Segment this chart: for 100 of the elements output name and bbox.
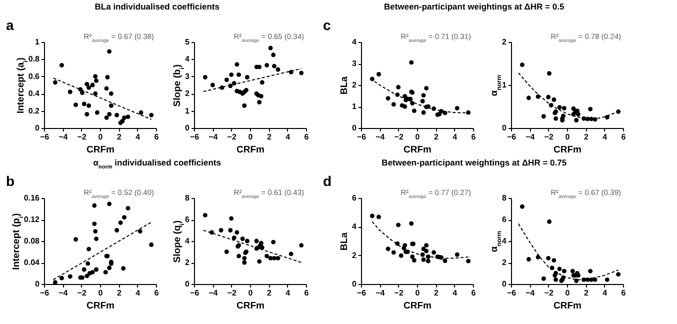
y-tick-label: 1 [352,102,358,111]
x-axis-title: CRFm [404,300,432,312]
x-tick-label: 4 [602,288,608,298]
x-tick-label: 4 [136,288,141,298]
y-tick-label: 0.8 [28,54,40,64]
chart-title: α$_{norm}$ individualised coefficients [93,158,222,170]
y-tick-label: 0.4 [28,89,40,98]
y-tick-label: 4 [352,38,358,46]
x-tick-label: −6 [356,288,367,298]
y-axis-title: BLa [339,76,350,94]
x-tick-label: −6 [190,132,200,142]
y-tick-label: 4 [502,236,508,246]
x-tick-label: 0 [565,132,570,142]
y-tick-label: 6 [502,215,508,224]
y-tick-label: 0.6 [28,72,40,81]
y-tick-label: 8 [502,194,508,202]
y-tick-label: 2 [352,250,358,260]
y-tick-label: 0 [502,280,508,288]
x-tick-label: −4 [58,132,68,142]
x-tick-label: −6 [190,288,200,298]
x-tick-label: −4 [58,288,68,298]
y-tick-label: 0.12 [24,215,40,224]
x-axis-title: CRFm [554,144,582,156]
chart-title: BLa individualised coefficients [94,2,220,12]
x-tick-label: −2 [394,132,404,142]
x-tick-label: −2 [77,288,87,298]
x-tick-label: −4 [376,288,386,298]
y-tick-label: 1 [502,80,508,90]
y-tick-label: 6 [185,215,190,224]
x-axis-title: CRFm [236,144,264,156]
x-axis-title: CRFm [554,300,582,312]
x-tick-label: −4 [208,132,218,142]
y-tick-label: 0 [35,280,40,288]
x-tick-label: 0 [415,288,420,298]
y-tick-label: 2 [185,89,190,98]
x-tick-label: 2 [116,132,122,142]
x-tick-label: −6 [40,288,50,298]
x-axis-title: CRFm [236,300,264,312]
y-tick-label: 0 [185,280,190,288]
x-axis-title: CRFm [404,144,432,156]
x-axis-title: CRFm [86,144,114,156]
y-tick-label: 3 [352,59,358,68]
y-tick-label: 0 [502,124,508,132]
text: d [323,173,332,189]
y-tick-label: 1 [185,106,190,116]
x-tick-label: 6 [621,288,626,298]
x-tick-label: −2 [394,288,404,298]
x-tick-label: 6 [304,288,310,298]
y-tick-label: 2 [185,258,190,267]
x-tick-label: 2 [584,132,589,142]
x-tick-label: 4 [452,288,458,298]
x-tick-label: 4 [286,288,291,298]
y-tick-label: 2 [502,258,508,267]
x-tick-label: −6 [506,288,517,298]
x-tick-label: −4 [208,288,218,298]
text: c [323,17,331,33]
y-tick-label: 2 [352,80,358,90]
x-tick-label: −2 [544,288,554,298]
x-tick-label: −6 [356,132,367,142]
x-tick-label: 0 [248,288,254,298]
y-tick-label: 0.08 [24,236,40,246]
y-tick-label: 3 [185,72,190,81]
x-tick-label: 0 [248,132,254,142]
x-tick-label: 0 [98,132,104,142]
y-tick-label: 8 [185,194,190,202]
x-tick-label: −4 [376,132,386,142]
y-tick-label: 4 [185,54,190,64]
x-tick-label: −6 [40,132,50,142]
x-tick-label: 4 [286,132,291,142]
x-tick-label: 2 [434,132,439,142]
x-tick-label: 2 [266,288,272,298]
x-tick-label: −4 [526,288,536,298]
x-tick-label: −2 [227,132,237,142]
chart-title: Between-participant weightings at ΔHR = 0.75 [382,158,567,168]
x-tick-label: 4 [602,132,608,142]
x-tick-label: 2 [584,288,589,298]
x-tick-label: 6 [304,132,310,142]
y-tick-label: 0 [35,124,40,132]
y-tick-label: 0 [185,124,190,132]
x-tick-label: 6 [471,132,476,142]
x-tick-label: 4 [136,132,141,142]
y-tick-label: 0.2 [28,106,40,116]
chart-title: Between-participant weightings at ΔHR = 0.5 [384,2,564,12]
x-tick-label: 2 [116,288,122,298]
x-tick-label: −6 [506,132,517,142]
y-tick-label: 5 [185,38,190,46]
x-tick-label: 0 [415,132,420,142]
y-tick-label: 0.16 [24,194,40,202]
x-tick-label: −4 [526,132,536,142]
y-axis-title: BLa [339,232,350,250]
text: b [6,173,15,189]
y-tick-label: 6 [352,194,358,202]
y-tick-label: 0.04 [24,258,40,267]
y-tick-label: 0 [352,280,358,288]
y-tick-label: 4 [352,222,358,232]
text: a [6,17,14,33]
x-tick-label: 2 [266,132,272,142]
x-tick-label: 6 [621,132,626,142]
x-tick-label: 4 [452,132,458,142]
x-tick-label: 6 [154,288,160,298]
